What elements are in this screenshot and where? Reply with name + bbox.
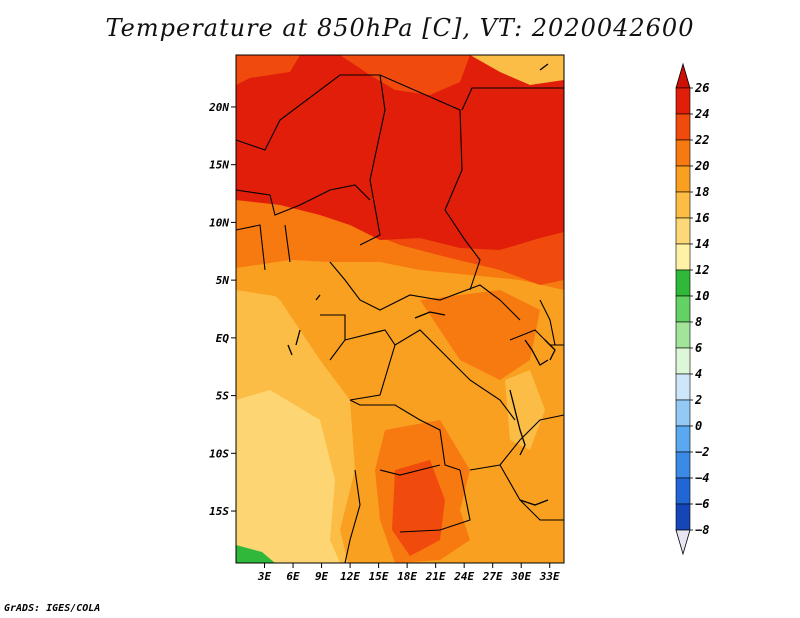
colorbar-segment bbox=[675, 399, 691, 427]
colorbar-label: −2 bbox=[695, 445, 709, 459]
y-tick-label: 10S bbox=[209, 447, 229, 460]
country-borders bbox=[235, 74, 565, 564]
y-tick-label: 15N bbox=[209, 159, 229, 172]
y-tick-label: EQ bbox=[216, 332, 230, 345]
colorbar-segment bbox=[675, 425, 691, 453]
colorbar-label: 16 bbox=[695, 211, 709, 225]
colorbar-segment bbox=[675, 87, 691, 115]
colorbar-label: 4 bbox=[695, 367, 702, 381]
x-tick-label: 12E bbox=[340, 570, 360, 583]
x-tick-label: 3E bbox=[257, 570, 272, 583]
colorbar-segment bbox=[675, 243, 691, 271]
region-sahara-core bbox=[236, 55, 564, 250]
colorbar-segment bbox=[675, 113, 691, 141]
y-tick-label: 10N bbox=[209, 216, 229, 229]
colorbar-label: 6 bbox=[695, 341, 702, 355]
colorbar-segment bbox=[675, 321, 691, 349]
colorbar-segment bbox=[675, 295, 691, 323]
y-tick-label: 20N bbox=[208, 101, 229, 114]
colorbar-segment bbox=[675, 451, 691, 479]
colorbar-top-arrow bbox=[675, 62, 691, 89]
colorbar-label: 20 bbox=[694, 159, 709, 173]
x-tick-label: 18E bbox=[397, 570, 417, 583]
grads-credit: GrADS: IGES/COLA bbox=[4, 603, 101, 614]
colorbar-label: 18 bbox=[695, 185, 709, 199]
colorbar-label: 26 bbox=[694, 81, 709, 95]
colorbar-label: 22 bbox=[694, 133, 709, 147]
colorbar-segment bbox=[675, 165, 691, 193]
x-tick-label: 9E bbox=[315, 570, 329, 583]
y-tick-label: 15S bbox=[209, 505, 229, 518]
colorbar-segment bbox=[675, 269, 691, 297]
coastlines-lakes bbox=[287, 63, 556, 506]
x-tick-label: 21E bbox=[425, 570, 446, 583]
colorbar-segment bbox=[675, 139, 691, 167]
region-southwest-corner-green bbox=[236, 545, 275, 563]
map-title: Temperature at 850hPa [C], VT: 202004260… bbox=[105, 14, 695, 42]
colorbar-segment bbox=[675, 373, 691, 401]
region-north-yellow bbox=[470, 55, 564, 85]
colorbar-label: −4 bbox=[695, 471, 709, 485]
region-east-lakes bbox=[505, 370, 545, 450]
colorbar-segment bbox=[675, 191, 691, 219]
colorbar-label: 24 bbox=[694, 107, 709, 121]
region-north-west-orange bbox=[236, 55, 300, 85]
colorbar-segment bbox=[675, 477, 691, 505]
colorbar-label: 10 bbox=[695, 289, 709, 303]
region-southwest-cool bbox=[236, 390, 340, 563]
region-east-warm bbox=[420, 290, 540, 380]
y-axis: 20N 15N 10N 5N EQ 5S 10S 15S bbox=[208, 101, 236, 518]
colorbar-segment bbox=[675, 503, 691, 531]
x-tick-label: 30E bbox=[510, 570, 531, 583]
colorbar-label: −6 bbox=[695, 497, 709, 511]
x-tick-label: 6E bbox=[286, 570, 300, 583]
map-area bbox=[235, 54, 565, 564]
x-tick-label: 15E bbox=[369, 570, 389, 583]
x-tick-label: 24E bbox=[453, 570, 474, 583]
colorbar-label: 14 bbox=[695, 237, 709, 251]
x-axis: 3E 6E 9E 12E 15E 18E 21E 24E 27E 30E 33E bbox=[257, 563, 560, 583]
colorbar-label: −8 bbox=[695, 523, 709, 537]
region-sahel-red bbox=[236, 200, 564, 285]
colorbar-segment bbox=[675, 347, 691, 375]
region-north-orange bbox=[340, 55, 470, 95]
x-tick-label: 33E bbox=[539, 570, 560, 583]
colorbar-label: 12 bbox=[695, 263, 709, 277]
x-tick-label: 27E bbox=[482, 570, 503, 583]
colorbar-label: 8 bbox=[695, 315, 702, 329]
colorbar-bottom-arrow bbox=[675, 529, 691, 556]
colorbar-label: 0 bbox=[695, 419, 702, 433]
map-frame bbox=[235, 54, 565, 564]
y-tick-label: 5S bbox=[216, 390, 230, 403]
colorbar-segment bbox=[675, 217, 691, 245]
y-tick-label: 5N bbox=[216, 274, 230, 287]
colorbar-label: 2 bbox=[694, 393, 702, 407]
